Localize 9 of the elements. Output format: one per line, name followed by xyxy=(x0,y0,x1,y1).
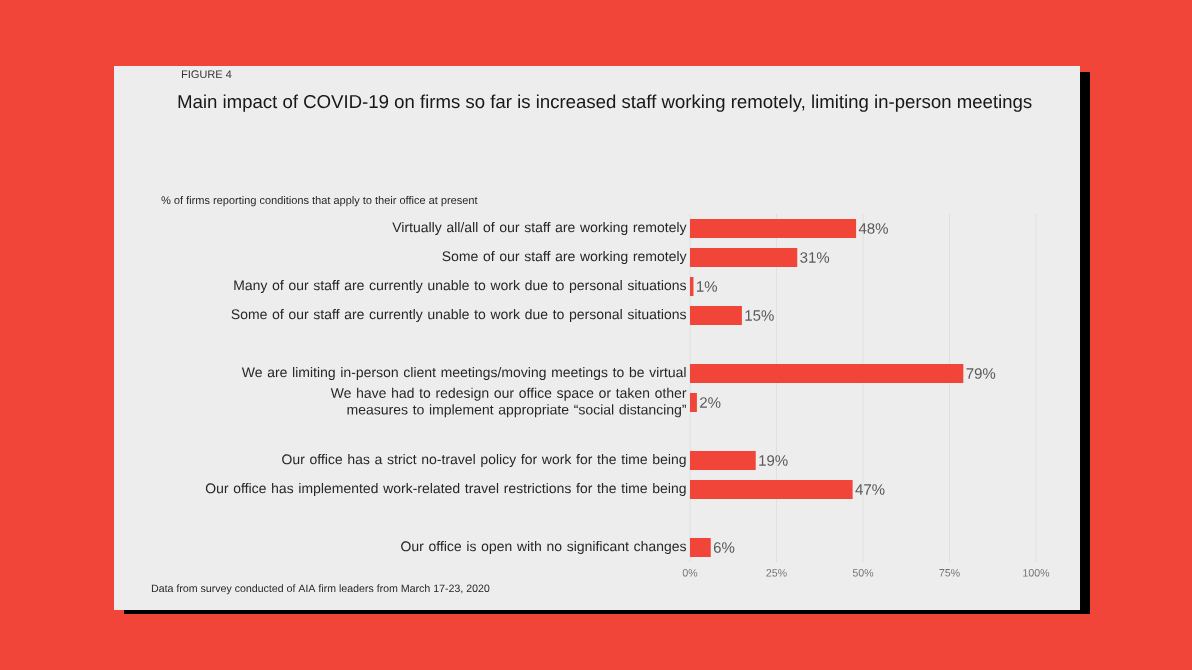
bar xyxy=(690,451,756,470)
bar xyxy=(690,248,798,267)
chart-title: Main impact of COVID-19 on firms so far is increased staff working remotely, limiting in-person meetings xyxy=(178,94,1032,112)
bar xyxy=(690,219,857,239)
bar xyxy=(690,306,742,325)
bar xyxy=(690,480,853,499)
bar xyxy=(690,393,697,413)
bar xyxy=(690,538,711,558)
bar xyxy=(690,364,964,384)
